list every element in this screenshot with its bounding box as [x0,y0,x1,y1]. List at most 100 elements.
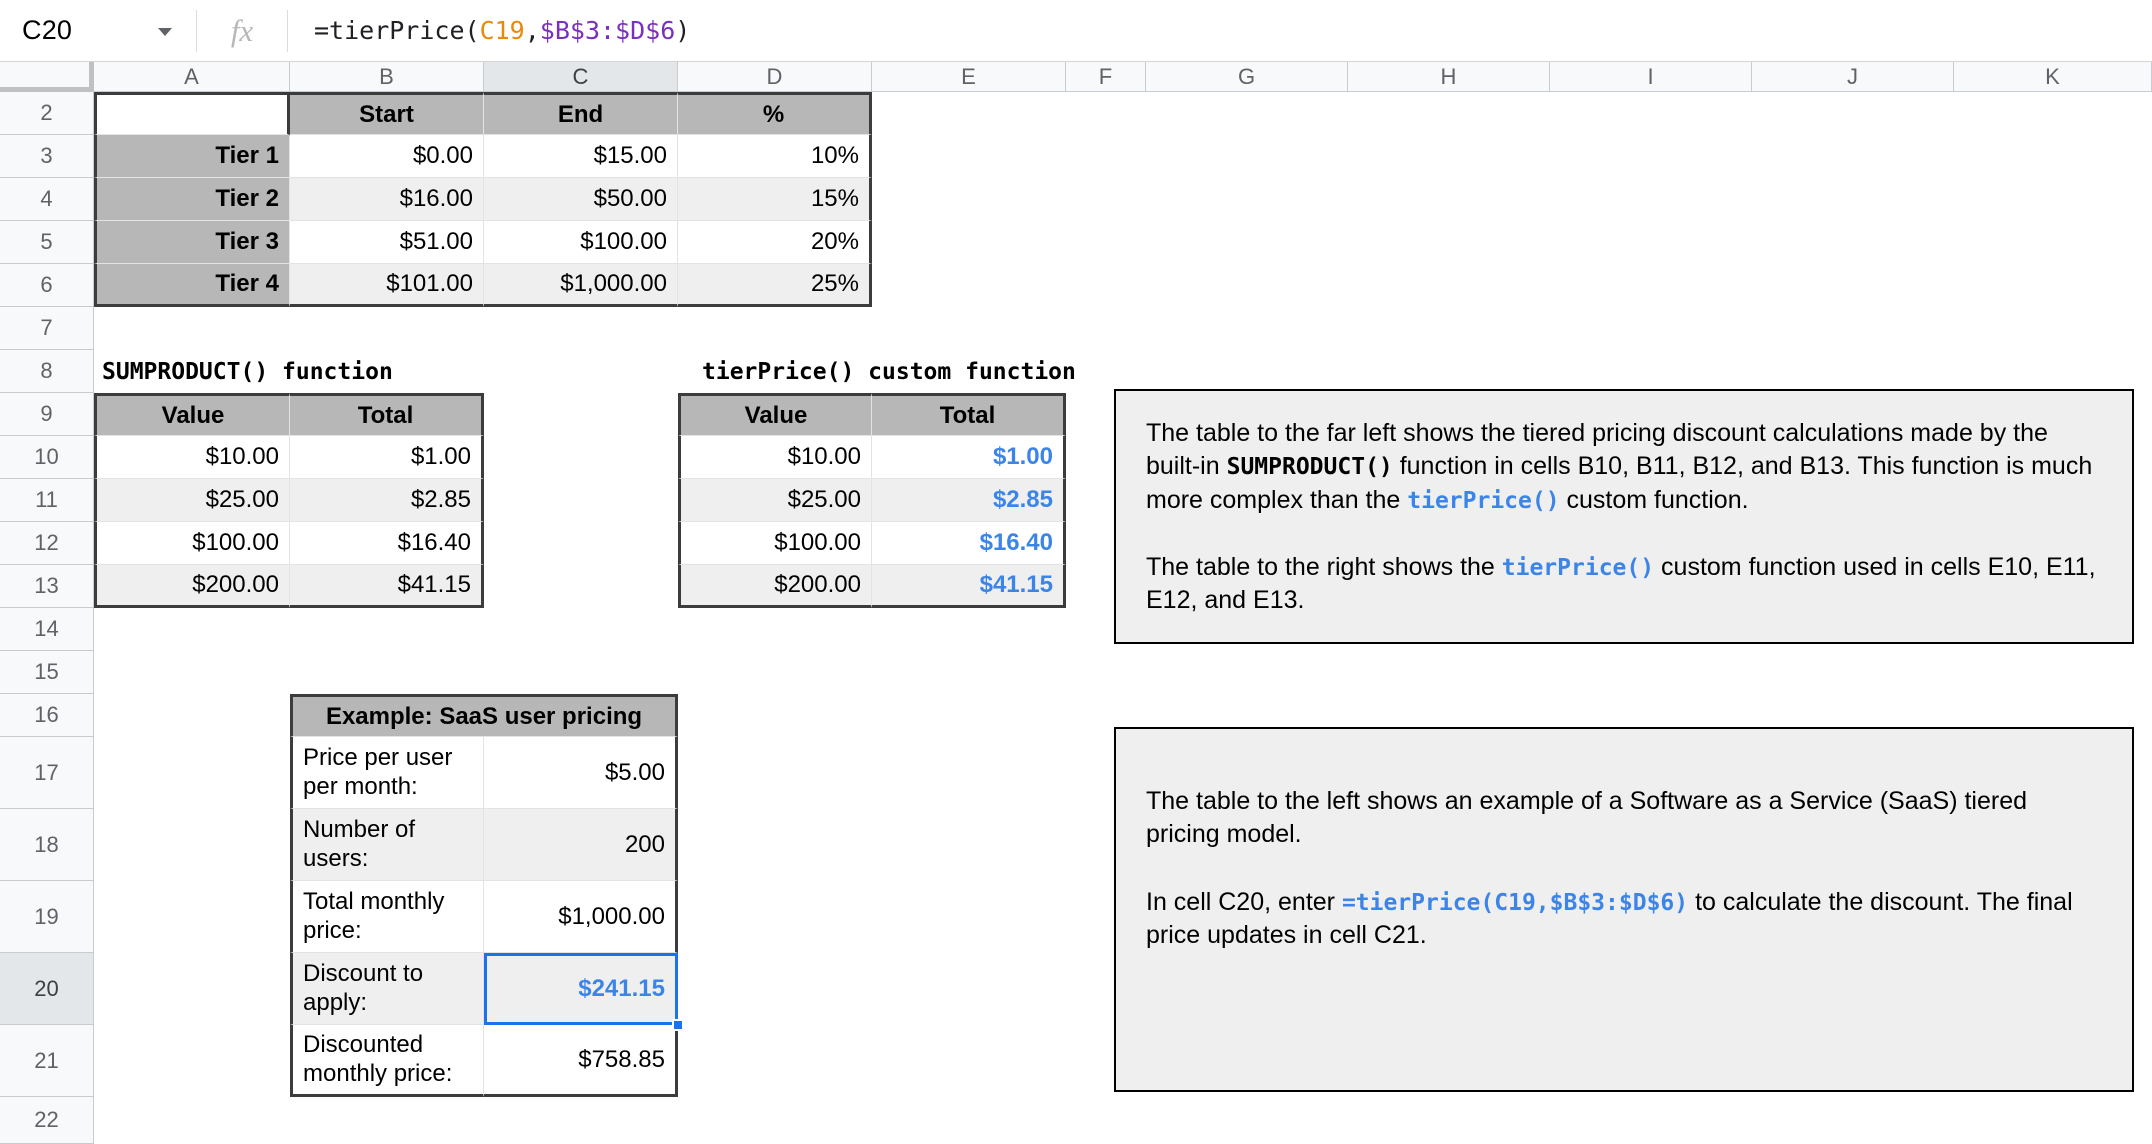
cell-e13[interactable]: $41.15 [872,565,1066,608]
cell-d9[interactable]: Value [678,393,872,436]
cell-c21[interactable]: $758.85 [484,1025,678,1097]
row-header-17[interactable]: 17 [0,737,94,809]
row-header-2[interactable]: 2 [0,92,94,135]
cell-a6[interactable]: Tier 4 [94,264,290,307]
column-header-h[interactable]: H [1348,62,1550,92]
cell-e12[interactable]: $16.40 [872,522,1066,565]
saas-row-label-3[interactable]: Total monthly price: [290,881,484,953]
cell-c5[interactable]: $100.00 [484,221,678,264]
cell-c19[interactable]: $1,000.00 [484,881,678,953]
cell-d13[interactable]: $200.00 [678,565,872,608]
row-header-9[interactable]: 9 [0,393,94,436]
cell-b2[interactable]: Start [290,92,484,135]
row-header-3[interactable]: 3 [0,135,94,178]
column-header-j[interactable]: J [1752,62,1954,92]
cell-c18[interactable]: 200 [484,809,678,881]
cell-c4[interactable]: $50.00 [484,178,678,221]
row-header-10[interactable]: 10 [0,436,94,479]
saas-table-title[interactable]: Example: SaaS user pricing [290,694,678,737]
cell-e10[interactable]: $1.00 [872,436,1066,479]
column-header-e[interactable]: E [872,62,1066,92]
cell-a10[interactable]: $10.00 [94,436,290,479]
cell-a3[interactable]: Tier 1 [94,135,290,178]
cell-b5[interactable]: $51.00 [290,221,484,264]
cell-c17[interactable]: $5.00 [484,737,678,809]
cell-b12[interactable]: $16.40 [290,522,484,565]
cell-d12[interactable]: $100.00 [678,522,872,565]
tierprice-caption: tierPrice() custom function [702,358,1076,385]
row-header-13[interactable]: 13 [0,565,94,608]
cell-c2[interactable]: End [484,92,678,135]
formula-comma: , [524,16,540,45]
divider [196,9,197,52]
row-header-22[interactable]: 22 [0,1097,94,1144]
row-header-4[interactable]: 4 [0,178,94,221]
select-all-corner[interactable] [0,62,94,92]
column-header-a[interactable]: A [94,62,290,92]
column-header-g[interactable]: G [1146,62,1348,92]
cell-d6[interactable]: 25% [678,264,872,307]
row-header-16[interactable]: 16 [0,694,94,737]
cell-b6[interactable]: $101.00 [290,264,484,307]
cell-d5[interactable]: 20% [678,221,872,264]
cell-b3[interactable]: $0.00 [290,135,484,178]
row-header-5[interactable]: 5 [0,221,94,264]
row-header-19[interactable]: 19 [0,881,94,953]
cell-a5[interactable]: Tier 3 [94,221,290,264]
row-header-11[interactable]: 11 [0,479,94,522]
saas-row-label-4[interactable]: Discount to apply: [290,953,484,1025]
cell-b13[interactable]: $41.15 [290,565,484,608]
row-header-18[interactable]: 18 [0,809,94,881]
sumproduct-code: SUMPRODUCT() [1226,454,1393,481]
cell-b9[interactable]: Total [290,393,484,436]
chevron-down-icon[interactable] [158,27,172,36]
selection-fill-handle[interactable] [672,1019,684,1031]
cell-c6[interactable]: $1,000.00 [484,264,678,307]
name-box[interactable]: C20 [0,0,196,62]
column-header-i[interactable]: I [1550,62,1752,92]
cell-a4[interactable]: Tier 2 [94,178,290,221]
row-header-20[interactable]: 20 [0,953,94,1025]
cell-b11[interactable]: $2.85 [290,479,484,522]
cell-d3[interactable]: 10% [678,135,872,178]
cell-c3[interactable]: $15.00 [484,135,678,178]
cell-a11[interactable]: $25.00 [94,479,290,522]
cell-d10[interactable]: $10.00 [678,436,872,479]
tierprice-code: tierPrice() [1501,554,1655,581]
column-header-c[interactable]: C [484,62,678,92]
row-header-7[interactable]: 7 [0,307,94,350]
row-header-14[interactable]: 14 [0,608,94,651]
cell-a13[interactable]: $200.00 [94,565,290,608]
column-header-d[interactable]: D [678,62,872,92]
note-bottom-paragraph-1: The table to the left shows an example o… [1146,787,2028,849]
cell-d4[interactable]: 15% [678,178,872,221]
formula-prefix: =tierPrice( [314,16,480,45]
row-header-21[interactable]: 21 [0,1025,94,1097]
row-header-12[interactable]: 12 [0,522,94,565]
cell-a12[interactable]: $100.00 [94,522,290,565]
saas-row-label-2[interactable]: Number of users: [290,809,484,881]
cell-e9[interactable]: Total [872,393,1066,436]
cell-b4[interactable]: $16.00 [290,178,484,221]
column-header-b[interactable]: B [290,62,484,92]
note-box-top: The table to the far left shows the tier… [1114,389,2134,644]
formula-input[interactable]: =tierPrice(C19, $B$3:$D$6) [288,0,2152,62]
note-top-paragraph-1: The table to the far left shows the tier… [1146,419,2093,514]
cell-d2[interactable]: % [678,92,872,135]
column-header-k[interactable]: K [1954,62,2152,92]
row-header-6[interactable]: 6 [0,264,94,307]
row-header-15[interactable]: 15 [0,651,94,694]
cell-c20[interactable]: $241.15 [484,953,678,1025]
cell-e11[interactable]: $2.85 [872,479,1066,522]
column-header-f[interactable]: F [1066,62,1146,92]
formula-suffix: ) [675,16,691,45]
cell-d11[interactable]: $25.00 [678,479,872,522]
saas-row-label-5[interactable]: Discounted monthly price: [290,1025,484,1097]
spreadsheet-grid-viewport[interactable]: A B C D E F G H I J K 2 3 4 5 6 7 8 9 10… [0,62,2152,1144]
note-box-bottom: The table to the left shows an example o… [1114,727,2134,1092]
cell-a2[interactable] [94,92,290,135]
cell-a9[interactable]: Value [94,393,290,436]
cell-b10[interactable]: $1.00 [290,436,484,479]
saas-row-label-1[interactable]: Price per user per month: [290,737,484,809]
row-header-8[interactable]: 8 [0,350,94,393]
